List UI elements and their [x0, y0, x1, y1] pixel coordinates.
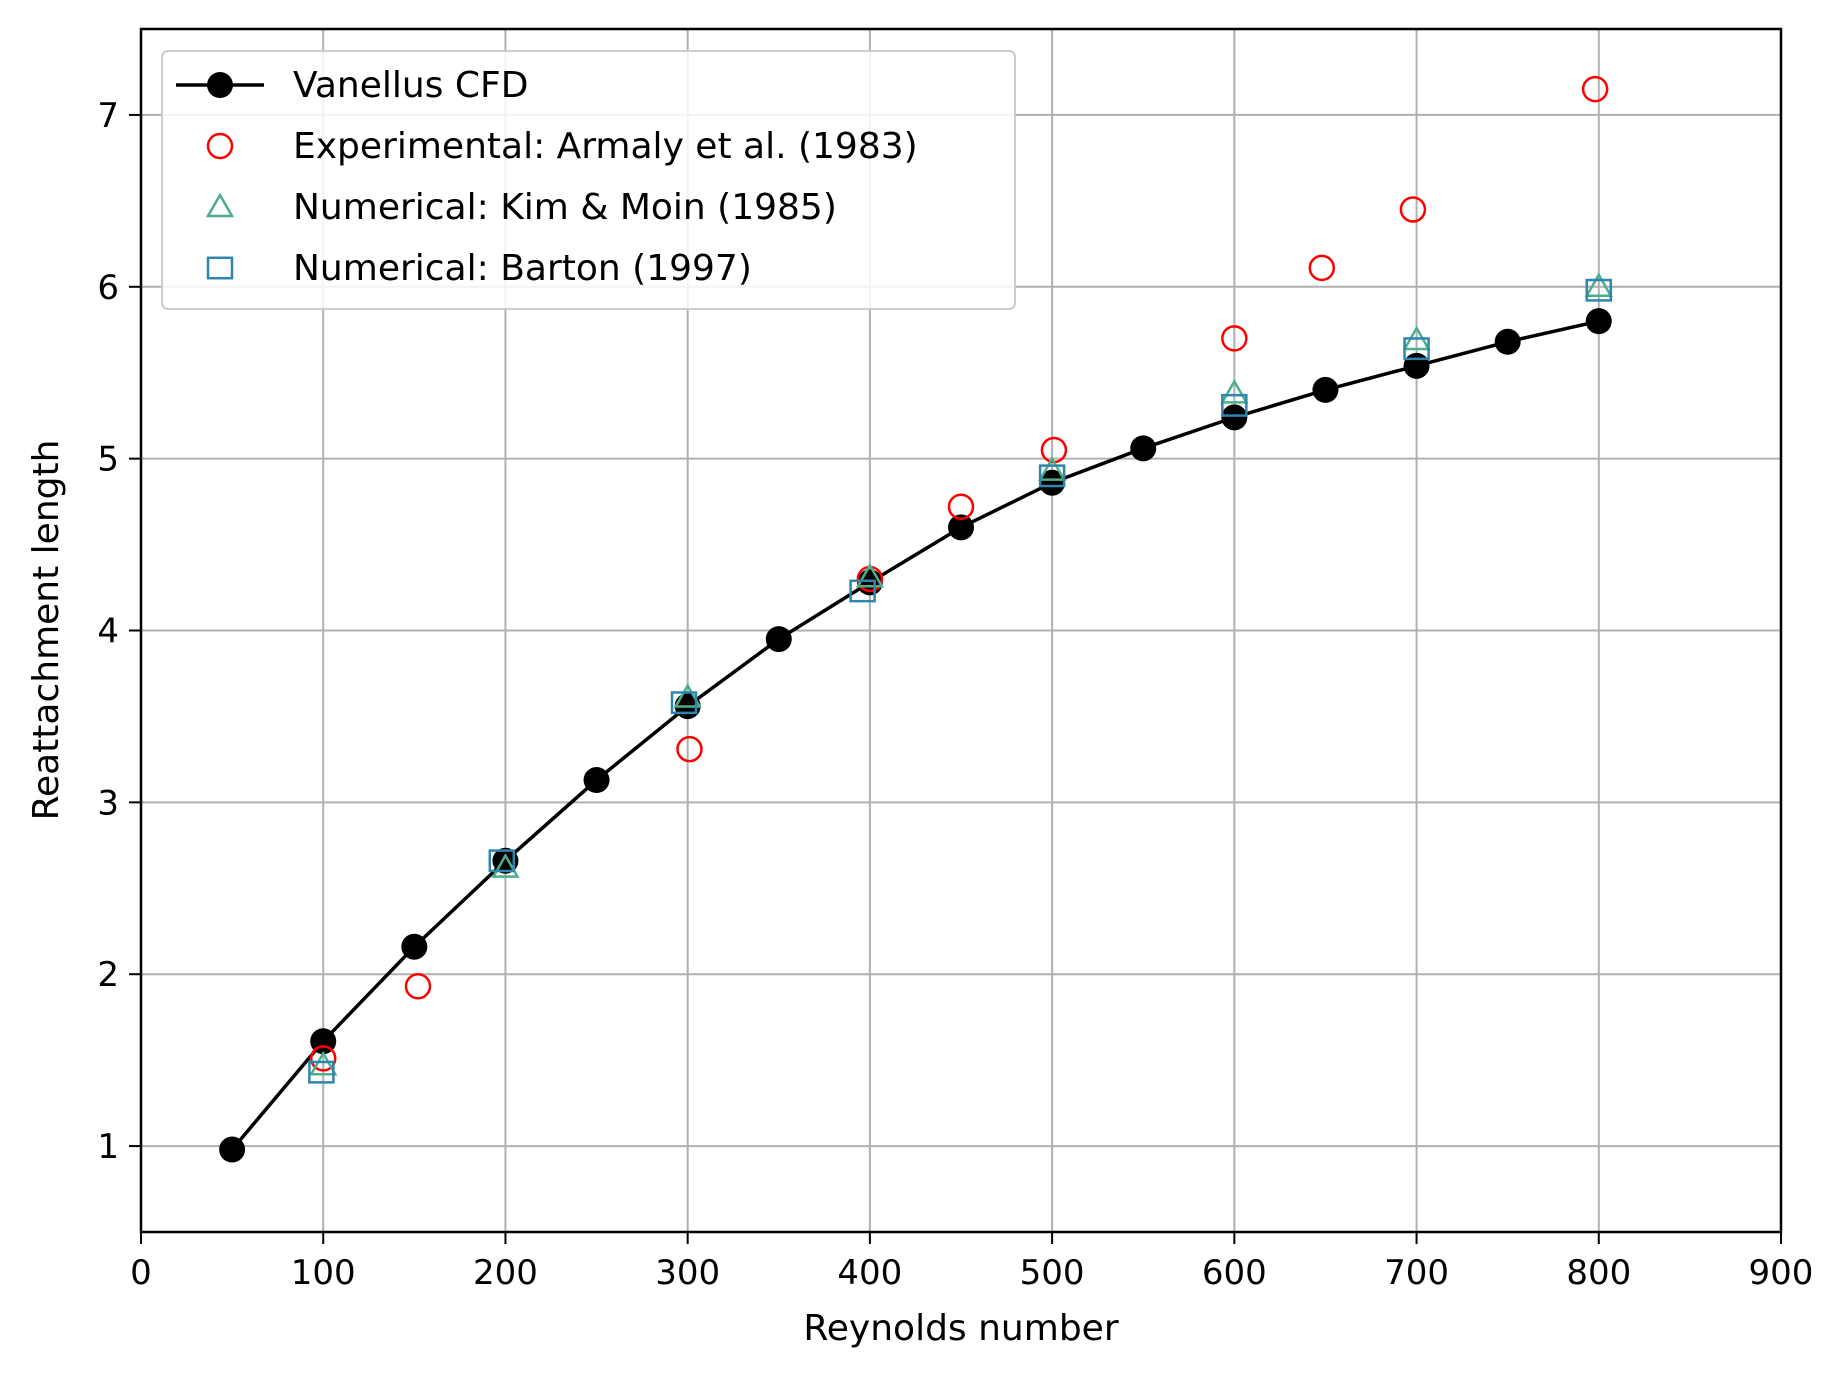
- kim-moin-point: [309, 1050, 338, 1076]
- legend-label-armaly: Experimental: Armaly et al. (1983): [293, 126, 918, 167]
- barton-point: [308, 1060, 335, 1084]
- data-marks: [219, 75, 1613, 1163]
- kim-moin-point: [491, 853, 520, 878]
- y-axis-label: Reattachment length: [26, 440, 67, 821]
- armaly-point: [1308, 254, 1336, 282]
- ticks: 0 100 200 300 400 500 600 700 800 900 1 2 3 4 5 6 7: [97, 96, 1813, 1293]
- y-tick-label: 5: [97, 440, 119, 480]
- y-tick-label: 7: [97, 96, 119, 136]
- x-tick-label: 700: [1384, 1253, 1449, 1293]
- armaly-point: [947, 493, 975, 521]
- barton-point: [670, 691, 698, 715]
- x-axis-label: Reynolds number: [803, 1308, 1118, 1349]
- legend-marker-kim-moin: [205, 192, 235, 218]
- legend-label-barton: Numerical: Barton (1997): [293, 248, 752, 289]
- x-tick-label: 800: [1566, 1253, 1631, 1293]
- legend: Vanellus CFD Experimental: Armaly et al. …: [161, 50, 1016, 310]
- x-tick-label: 600: [1202, 1253, 1267, 1293]
- vanellus-line: [230, 319, 1600, 1151]
- barton-point: [1221, 393, 1248, 417]
- vanellus-point: [1039, 469, 1066, 496]
- barton-point: [1585, 278, 1613, 302]
- kim-moin-point: [1584, 272, 1613, 298]
- armaly-point: [1221, 325, 1248, 352]
- legend-label-kim-moin: Numerical: Kim & Moin (1985): [293, 187, 837, 228]
- legend-marker-barton: [206, 256, 234, 280]
- x-tick-label: 200: [473, 1253, 538, 1293]
- x-tick-label: 300: [655, 1253, 720, 1293]
- vanellus-point: [1312, 376, 1339, 403]
- armaly-point: [676, 735, 703, 763]
- x-tick-label: 400: [837, 1253, 902, 1293]
- y-tick-label: 2: [97, 955, 119, 995]
- vanellus-point: [1130, 435, 1157, 462]
- barton-point: [1403, 337, 1430, 361]
- vanellus-point: [1585, 308, 1612, 335]
- x-tick-label: 900: [1749, 1253, 1814, 1293]
- vanellus-point: [401, 933, 428, 960]
- armaly-point: [1581, 75, 1609, 103]
- armaly-point: [309, 1045, 337, 1072]
- y-tick-label: 4: [97, 612, 119, 652]
- barton-point: [488, 849, 516, 873]
- y-tick-label: 3: [97, 783, 119, 823]
- armaly-point: [1399, 196, 1427, 223]
- vanellus-point: [765, 626, 792, 653]
- kim-moin-point: [855, 562, 885, 588]
- kim-moin-point: [1220, 378, 1249, 404]
- vanellus-point: [1494, 328, 1521, 355]
- x-tick-label: 100: [291, 1253, 356, 1293]
- kim-moin-point: [1037, 456, 1067, 481]
- legend-marker-armaly: [206, 132, 234, 160]
- barton-point: [1038, 464, 1066, 488]
- vanellus-point: [948, 514, 974, 541]
- x-tick-label: 0: [130, 1253, 152, 1293]
- x-tick-label: 500: [1020, 1253, 1085, 1293]
- legend-marker-vanellus: [207, 72, 233, 98]
- armaly-point: [404, 972, 432, 1000]
- vanellus-point: [1221, 404, 1248, 431]
- plot-frame: [139, 27, 1783, 1234]
- y-tick-label: 1: [97, 1127, 119, 1167]
- legend-label-vanellus: Vanellus CFD: [293, 65, 528, 106]
- vanellus-point: [583, 767, 610, 794]
- barton-point: [849, 579, 876, 603]
- kim-moin-point: [673, 683, 702, 708]
- vanellus-point: [219, 1136, 246, 1163]
- y-tick-label: 6: [97, 268, 119, 308]
- vanellus-point: [1403, 352, 1430, 379]
- legend-box: [161, 50, 1016, 310]
